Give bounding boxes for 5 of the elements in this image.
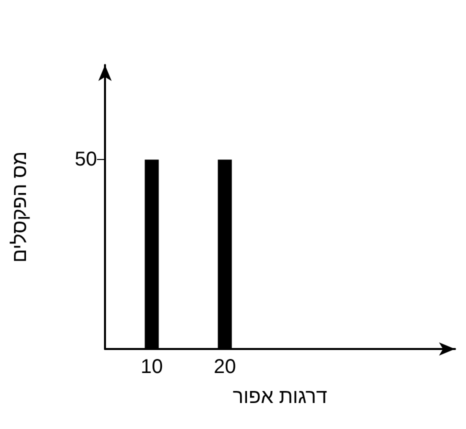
x-tick-label: 10 [140,356,163,378]
x-axis-title: דרגות אפור [232,386,328,408]
y-axis-title: מס הפקסלים [9,151,31,263]
x-tick-label: 20 [214,356,236,378]
y-tick-label: 50 [74,148,97,171]
